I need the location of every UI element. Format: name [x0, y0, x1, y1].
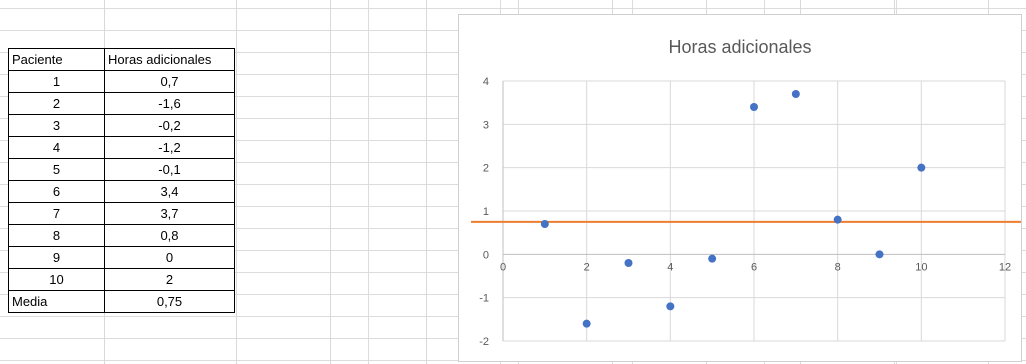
cell-horas[interactable]: -0,2: [104, 114, 235, 137]
cell-horas[interactable]: 0,8: [104, 224, 235, 247]
cell-paciente[interactable]: 7: [8, 202, 105, 225]
cell-horas[interactable]: 3,7: [104, 202, 235, 225]
cell-paciente[interactable]: 10: [8, 268, 105, 291]
x-tick-label: 4: [667, 261, 673, 273]
y-tick-label: -2: [479, 336, 489, 348]
x-tick-label: 2: [584, 261, 590, 273]
cell-media-value[interactable]: 0,75: [104, 290, 235, 313]
x-tick-label: 0: [500, 261, 506, 273]
table-row: 2 -1,6: [8, 92, 235, 115]
x-tick-label: 6: [751, 261, 757, 273]
y-tick-label: 2: [483, 163, 489, 175]
data-point: [917, 163, 926, 172]
patients-table: Paciente Horas adicionales 1 0,7 2 -1,6 3-…: [8, 48, 235, 313]
cell-paciente[interactable]: 1: [8, 70, 105, 93]
data-point: [875, 250, 884, 259]
table-row: 4 -1,2: [8, 136, 235, 159]
cell-paciente[interactable]: 3: [8, 114, 105, 137]
data-point: [791, 90, 800, 98]
table-row: 3 -0,2: [8, 114, 235, 137]
y-tick-label: 4: [483, 76, 489, 88]
cell-paciente[interactable]: 5: [8, 158, 105, 181]
table-row: 6 3,4: [8, 180, 235, 203]
header-cell-horas[interactable]: Horas adicionales: [104, 48, 235, 71]
x-tick-label: 10: [915, 261, 927, 273]
cell-horas[interactable]: -1,2: [104, 136, 235, 159]
x-tick-label: 12: [999, 261, 1011, 273]
data-point: [624, 259, 633, 267]
data-point: [833, 215, 842, 224]
cell-media-label[interactable]: Media: [8, 290, 105, 313]
header-cell-paciente[interactable]: Paciente: [8, 48, 105, 71]
table-row: 8 0,8: [8, 224, 235, 247]
cell-horas[interactable]: 3,4: [104, 180, 235, 203]
y-tick-label: -1: [479, 293, 489, 305]
data-point: [582, 319, 591, 328]
x-tick-label: 8: [835, 261, 841, 273]
y-tick-label: 1: [483, 206, 489, 218]
data-point: [666, 302, 675, 311]
table-footer-row: Media 0,75: [8, 290, 235, 313]
cell-horas[interactable]: -1,6: [104, 92, 235, 115]
y-tick-label: 3: [483, 119, 489, 131]
table-row: 7 3,7: [8, 202, 235, 225]
cell-paciente[interactable]: 4: [8, 136, 105, 159]
y-tick-label: 0: [483, 249, 489, 261]
scatter-chart[interactable]: Horas adicionales -2 -1 0 1 2 3 4 0 2 4 6 8 10 12: [458, 14, 1022, 362]
data-point: [540, 220, 549, 228]
table-row: 5 -0,1: [8, 158, 235, 181]
cell-horas[interactable]: 0: [104, 246, 235, 269]
cell-horas[interactable]: 0,7: [104, 70, 235, 93]
cell-paciente[interactable]: 9: [8, 246, 105, 269]
data-point: [750, 103, 758, 111]
cell-horas[interactable]: 2: [104, 268, 235, 291]
table-row: 1 0,7: [8, 70, 235, 93]
data-point: [708, 254, 717, 263]
cell-paciente[interactable]: 8: [8, 224, 105, 247]
table-row: 10 2: [8, 268, 235, 291]
table-header-row: Paciente Horas adicionales: [8, 48, 235, 71]
chart-title: Horas adicionales: [668, 37, 812, 57]
cell-paciente[interactable]: 2: [8, 92, 105, 115]
cell-paciente[interactable]: 6: [8, 180, 105, 203]
cell-horas[interactable]: -0,1: [104, 158, 235, 181]
